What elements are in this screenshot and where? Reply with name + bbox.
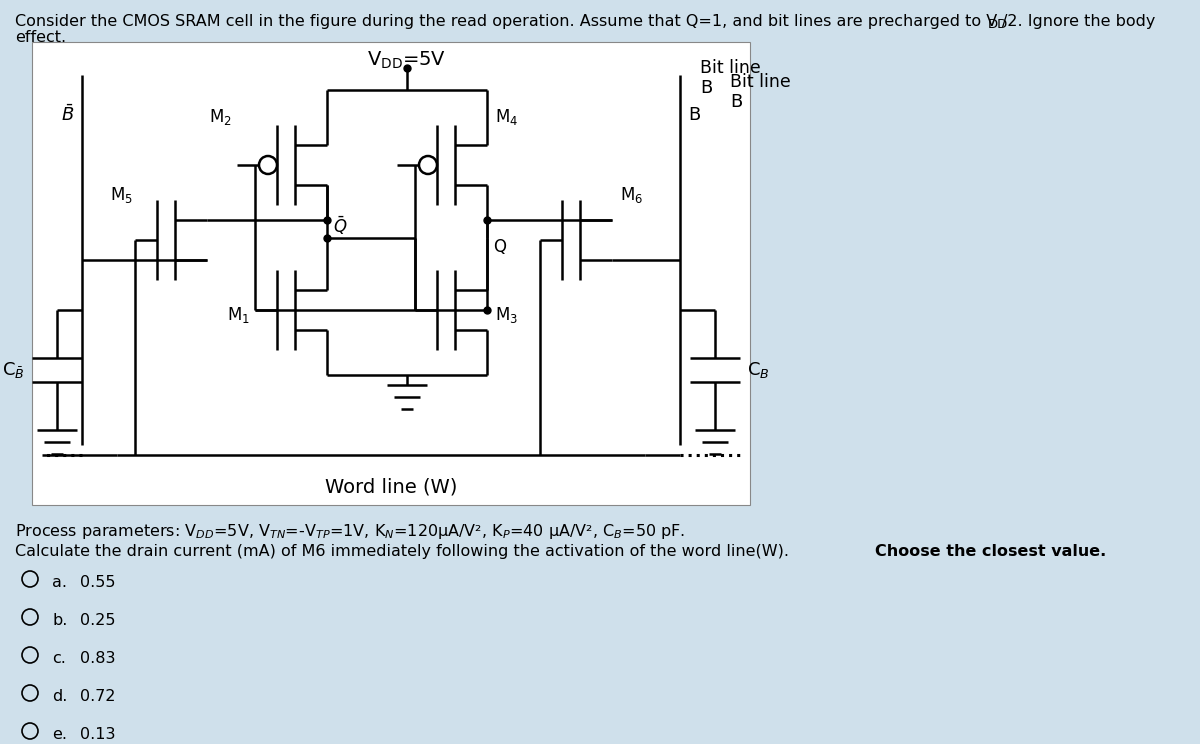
Text: V$_{\mathregular{DD}}$=5V: V$_{\mathregular{DD}}$=5V bbox=[367, 49, 446, 71]
Text: 0.13: 0.13 bbox=[80, 727, 115, 742]
Text: M$_5$: M$_5$ bbox=[110, 185, 133, 205]
Text: e.: e. bbox=[52, 727, 67, 742]
Text: 0.25: 0.25 bbox=[80, 613, 115, 628]
Text: Choose the closest value.: Choose the closest value. bbox=[875, 544, 1106, 559]
Text: Calculate the drain current (mA) of M6 immediately following the activation of t: Calculate the drain current (mA) of M6 i… bbox=[14, 544, 794, 559]
Text: b.: b. bbox=[52, 613, 67, 628]
Text: 0.72: 0.72 bbox=[80, 689, 115, 704]
Text: effect.: effect. bbox=[14, 30, 66, 45]
Text: B: B bbox=[688, 106, 700, 124]
Text: Bit line: Bit line bbox=[700, 59, 761, 77]
Text: c.: c. bbox=[52, 651, 66, 666]
Text: 0.83: 0.83 bbox=[80, 651, 115, 666]
Text: M$_2$: M$_2$ bbox=[209, 107, 232, 127]
Text: $\bar{Q}$: $\bar{Q}$ bbox=[334, 214, 348, 237]
Text: Word line (W): Word line (W) bbox=[325, 478, 457, 496]
Text: M$_4$: M$_4$ bbox=[496, 107, 518, 127]
Text: Process parameters: V$_{DD}$=5V, V$_{TN}$=-V$_{TP}$=1V, K$_N$=120μA/V², K$_P$=40: Process parameters: V$_{DD}$=5V, V$_{TN}… bbox=[14, 522, 685, 541]
Text: B: B bbox=[730, 93, 743, 111]
Text: Bit line: Bit line bbox=[730, 73, 791, 91]
Text: Consider the CMOS SRAM cell in the figure during the read operation. Assume that: Consider the CMOS SRAM cell in the figur… bbox=[14, 14, 997, 29]
Text: $\bar{B}$: $\bar{B}$ bbox=[61, 105, 74, 125]
Text: d.: d. bbox=[52, 689, 67, 704]
Text: M$_1$: M$_1$ bbox=[227, 305, 250, 325]
Text: /2. Ignore the body: /2. Ignore the body bbox=[1002, 14, 1156, 29]
Text: a.: a. bbox=[52, 575, 67, 590]
Text: M$_3$: M$_3$ bbox=[496, 305, 518, 325]
Text: 0.55: 0.55 bbox=[80, 575, 115, 590]
Text: C$_B$: C$_B$ bbox=[746, 360, 769, 380]
Text: M$_6$: M$_6$ bbox=[620, 185, 643, 205]
Text: B: B bbox=[700, 79, 713, 97]
Text: Q: Q bbox=[493, 239, 506, 257]
Bar bbox=[32, 42, 750, 505]
Text: DD: DD bbox=[988, 18, 1008, 31]
Text: C$_{\bar{B}}$: C$_{\bar{B}}$ bbox=[2, 360, 25, 380]
